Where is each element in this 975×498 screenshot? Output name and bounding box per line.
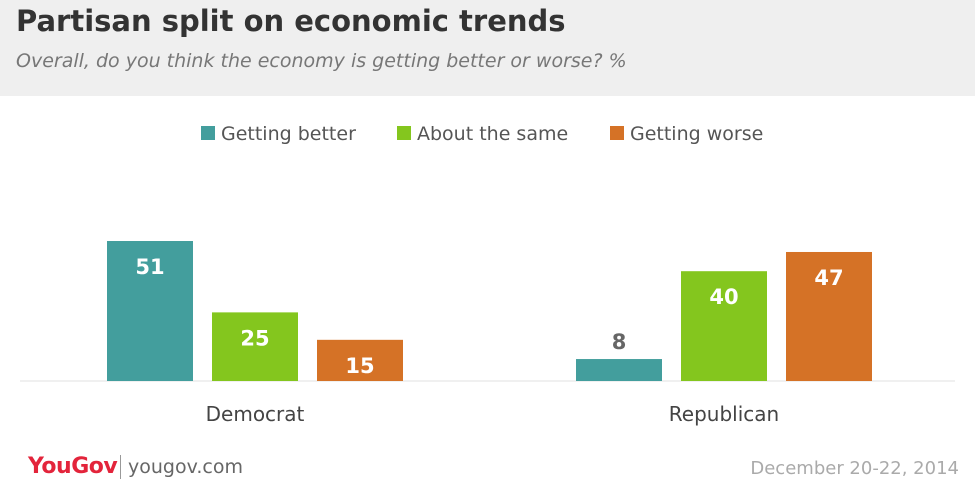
legend-label-getting-better: Getting better <box>221 123 356 145</box>
value-label-republican-getting-better: 8 <box>612 330 627 354</box>
chart-title: Partisan split on economic trends <box>16 4 566 38</box>
chart-subtitle: Overall, do you think the economy is get… <box>16 50 627 72</box>
footer-divider <box>120 455 121 479</box>
legend-swatch-getting-worse <box>610 126 624 140</box>
legend-swatch-about-the-same <box>397 126 411 140</box>
value-label-republican-about-the-same: 40 <box>709 285 738 309</box>
bars-group: 51 25 15 8 40 47 <box>107 241 872 381</box>
chart-legend: Getting better About the same Getting wors… <box>201 123 763 145</box>
category-labels: Democrat Republican <box>206 402 780 426</box>
bar-republican-getting-worse <box>786 251 872 381</box>
value-label-republican-getting-worse: 47 <box>814 266 843 290</box>
category-label-democrat: Democrat <box>206 402 305 426</box>
chart-header: Partisan split on economic trends Overal… <box>0 0 975 96</box>
footer-site-link[interactable]: yougov.com <box>128 456 243 478</box>
value-label-democrat-about-the-same: 25 <box>240 326 269 350</box>
category-label-republican: Republican <box>669 402 779 426</box>
bar-democrat-getting-worse <box>317 339 403 381</box>
value-label-democrat-getting-worse: 15 <box>345 354 374 378</box>
bar-chart: Getting better About the same Getting wors… <box>20 123 955 426</box>
bar-democrat-getting-better <box>107 241 193 381</box>
survey-date: December 20-22, 2014 <box>750 458 959 479</box>
legend-label-about-the-same: About the same <box>417 123 568 145</box>
bar-republican-getting-better <box>576 359 662 381</box>
yougov-logo: YouGov <box>28 454 118 479</box>
legend-label-getting-worse: Getting worse <box>630 123 763 145</box>
legend-swatch-getting-better <box>201 126 215 140</box>
bar-republican-about-the-same <box>681 271 767 381</box>
value-label-democrat-getting-better: 51 <box>135 255 164 279</box>
bar-democrat-about-the-same <box>212 312 298 381</box>
